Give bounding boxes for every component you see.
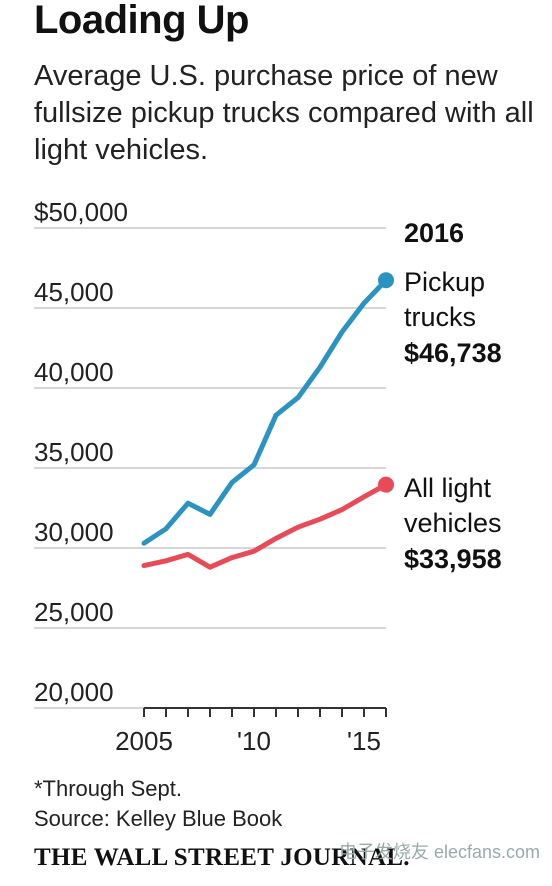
y-tick-label: 20,000 <box>34 677 114 707</box>
chart-subtitle: Average U.S. purchase price of new fulls… <box>34 60 534 166</box>
x-tick-label: 2005 <box>115 726 173 756</box>
annotation-light-label-1: All light <box>404 473 492 503</box>
annotation-light-value: $33,958 <box>404 544 502 574</box>
series-lines <box>141 272 394 570</box>
series-line <box>141 482 389 570</box>
y-tick-label: 45,000 <box>34 277 114 307</box>
y-tick-label: 30,000 <box>34 517 114 547</box>
publisher-logo: THE WALL STREET JOURNAL. <box>34 844 410 871</box>
y-tick-label: 40,000 <box>34 357 114 387</box>
x-tick-label: '15 <box>347 726 381 756</box>
series-end-point <box>378 272 394 289</box>
series-line <box>141 277 389 546</box>
x-tick-label: '10 <box>237 726 271 756</box>
footnote: *Through Sept. <box>34 776 182 801</box>
annotation-pickup-label-2: trucks <box>404 302 476 332</box>
y-tick-label: 35,000 <box>34 437 114 467</box>
y-tick-label: 25,000 <box>34 597 114 627</box>
y-axis-tick-labels: 20,000 25,000 30,000 35,000 40,000 45,000 $50,… <box>34 197 128 707</box>
source-note: Source: Kelley Blue Book <box>34 806 283 831</box>
y-tick-label: $50,000 <box>34 197 128 227</box>
series-end-point <box>378 476 394 493</box>
watermark: 电子发烧友 elecfans.com <box>338 842 540 862</box>
chart-title: Loading Up <box>34 0 249 42</box>
x-axis: 2005 '10 '15 <box>115 707 387 756</box>
annotation-year: 2016 <box>404 218 464 248</box>
annotation-light-label-2: vehicles <box>404 508 502 538</box>
end-annotations: 2016 Pickup trucks $46,738 All light veh… <box>404 218 502 574</box>
annotation-pickup-label-1: Pickup <box>404 267 485 297</box>
annotation-pickup-value: $46,738 <box>404 338 502 368</box>
